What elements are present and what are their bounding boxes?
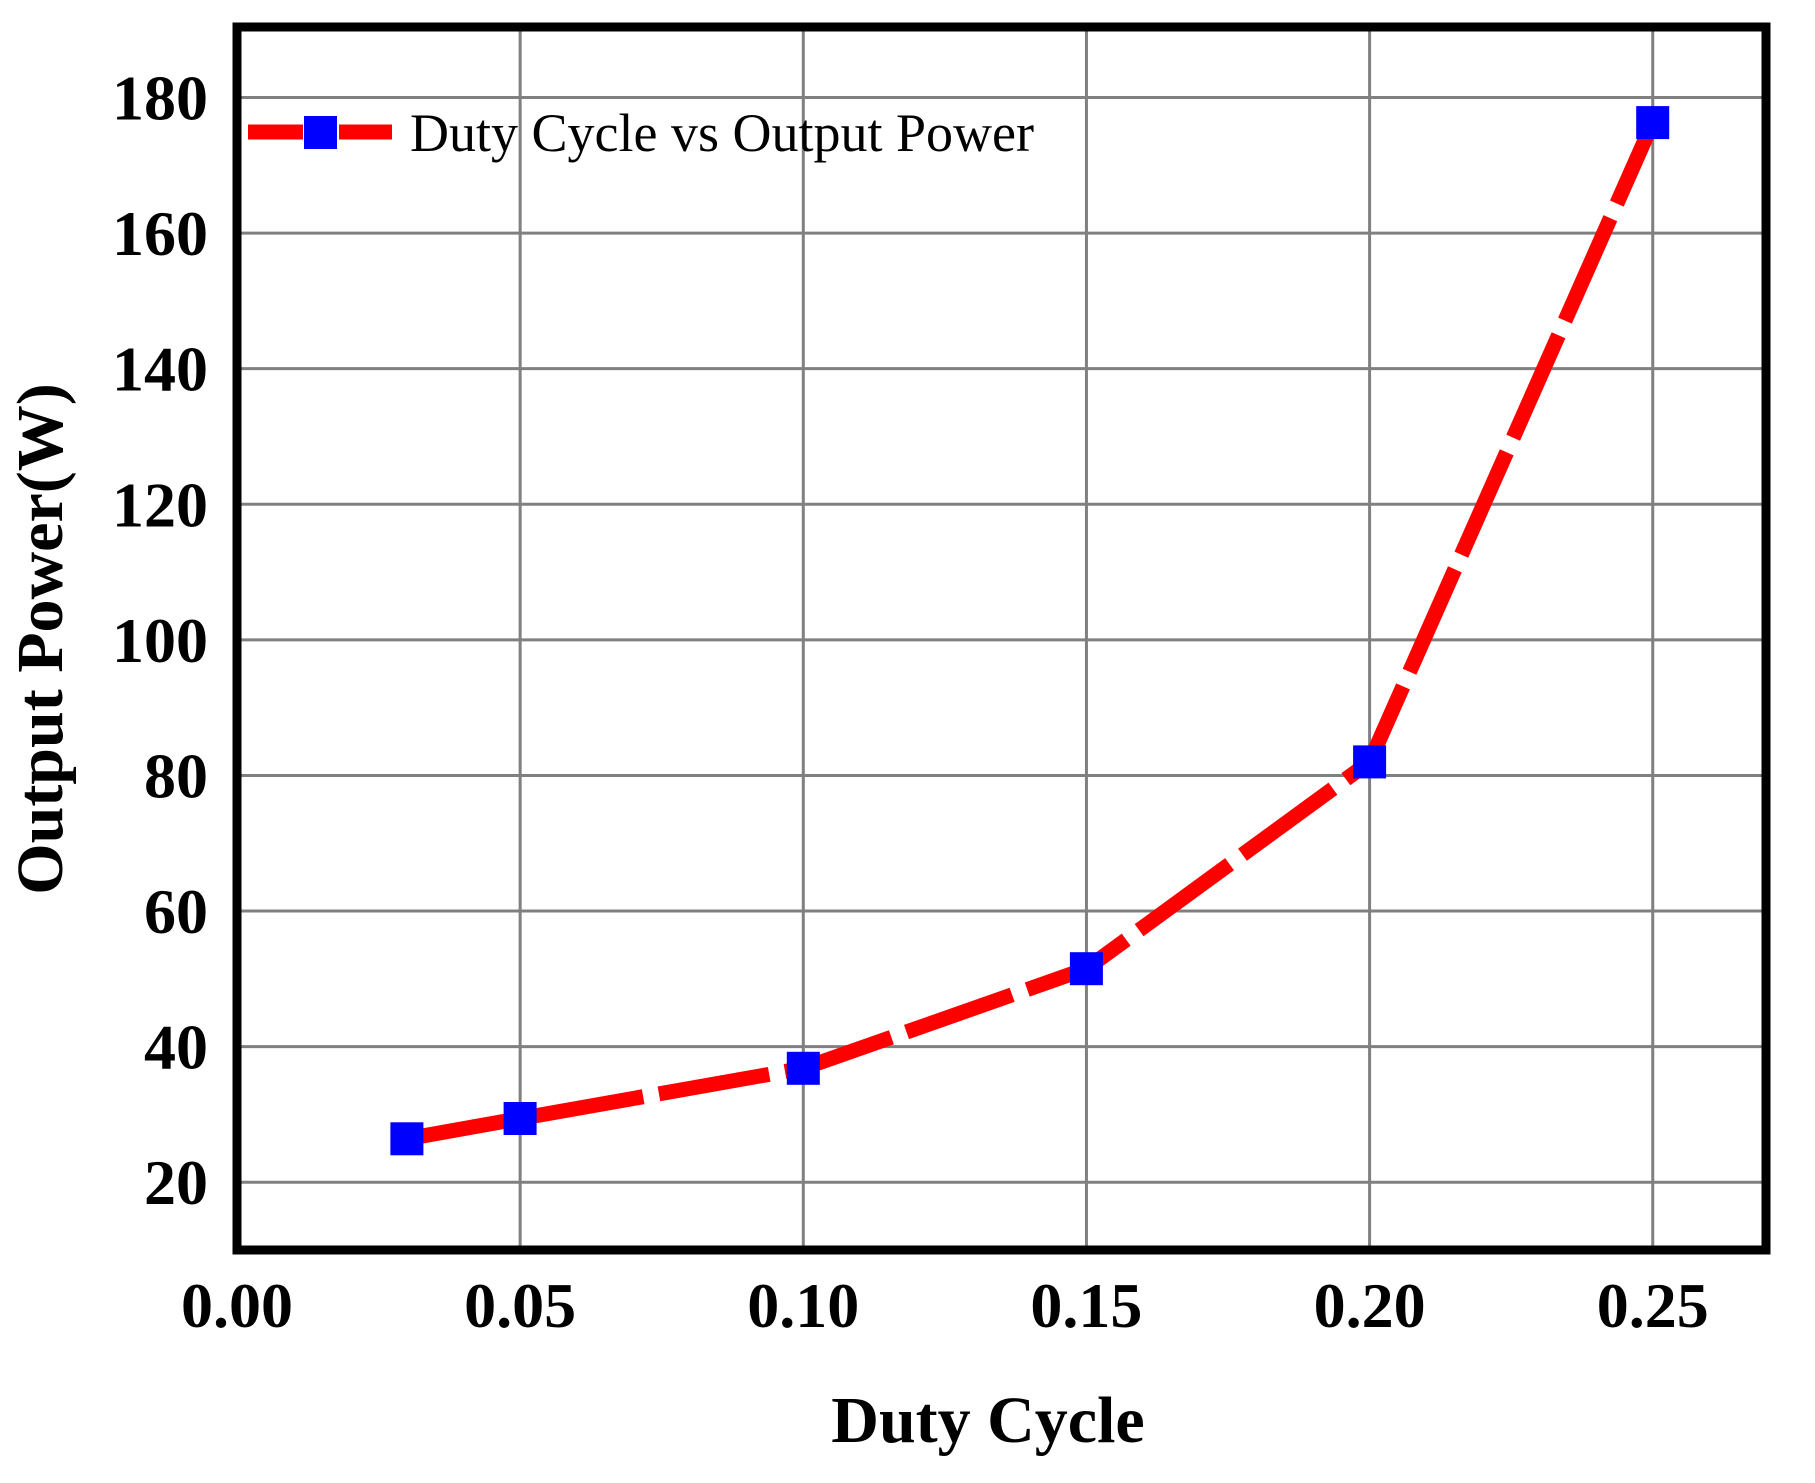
legend-marker-icon [304,116,337,149]
data-point-marker [1353,745,1387,779]
y-tick-label: 80 [144,740,208,811]
data-point-marker [503,1102,537,1135]
y-tick-label: 20 [144,1147,208,1218]
x-tick-label: 0.05 [464,1270,576,1341]
data-point-marker [1636,106,1670,140]
legend-label: Duty Cycle vs Output Power [410,103,1034,163]
axis-tick-labels: 0.00 0.05 0.10 0.15 0.20 0.25 20 40 60 80 100 120 14… [112,63,1709,1342]
data-point-marker [1069,952,1103,986]
x-tick-label: 0.15 [1030,1270,1142,1341]
y-tick-label: 120 [112,469,208,540]
y-tick-label: 140 [112,334,208,405]
data-series [390,106,1670,1156]
y-axis-title: Output Power(W) [4,383,77,894]
y-tick-label: 40 [144,1012,208,1083]
y-tick-label: 60 [144,876,208,947]
series-line [405,119,1660,1147]
data-point-marker [786,1051,820,1085]
legend: Duty Cycle vs Output Power [248,103,1034,163]
gridlines [237,27,1766,1250]
x-tick-label: 0.20 [1314,1270,1426,1341]
x-tick-label: 0.10 [747,1270,859,1341]
x-tick-label: 0.00 [181,1270,293,1341]
x-axis-title: Duty Cycle [831,1384,1144,1457]
plot-frame [232,22,1771,1255]
y-tick-label: 180 [112,63,208,134]
y-tick-label: 100 [112,605,208,676]
data-point-marker [390,1122,424,1156]
y-tick-label: 160 [112,198,208,269]
x-tick-label: 0.25 [1597,1270,1709,1341]
